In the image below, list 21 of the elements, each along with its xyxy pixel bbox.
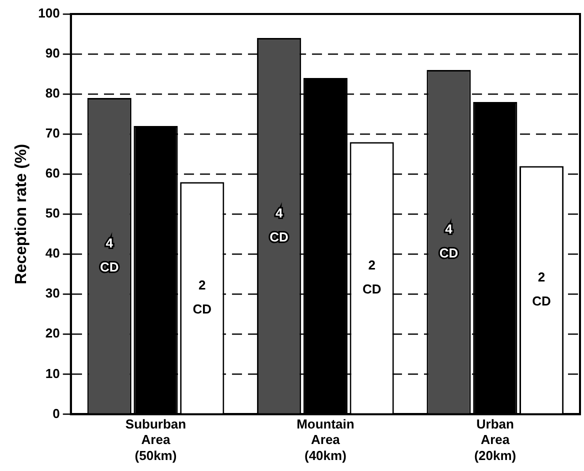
y-tick-label: 90 [45,46,60,61]
y-tick-label: 70 [45,126,60,141]
y-tick-label: 60 [45,166,60,181]
text: 4 CD [100,235,119,274]
series-label: 2 CD [192,277,212,316]
y-tick-label: 100 [38,6,60,21]
text: 4 CD [439,221,458,260]
y-axis-title: Reception rate (%) [13,144,30,284]
y-tick-label: 50 [45,206,60,221]
y-tick-label: 10 [45,366,60,381]
x-tick-label: Urban Area (20km) [474,416,516,463]
series-label: 4 CD [270,205,288,244]
y-tick-label: 20 [45,326,60,341]
text: 2 CD [532,269,551,308]
y-tick-label: 30 [45,286,60,301]
text: 2 CD [362,257,382,296]
x-tick-label: Suburban Area (50km) [125,416,186,463]
y-tick-label: 80 [45,86,60,101]
y-tick-label: 40 [45,246,60,261]
y-tick-label: 0 [52,406,60,421]
x-tick-label: Mountain Area (40km) [296,416,354,463]
